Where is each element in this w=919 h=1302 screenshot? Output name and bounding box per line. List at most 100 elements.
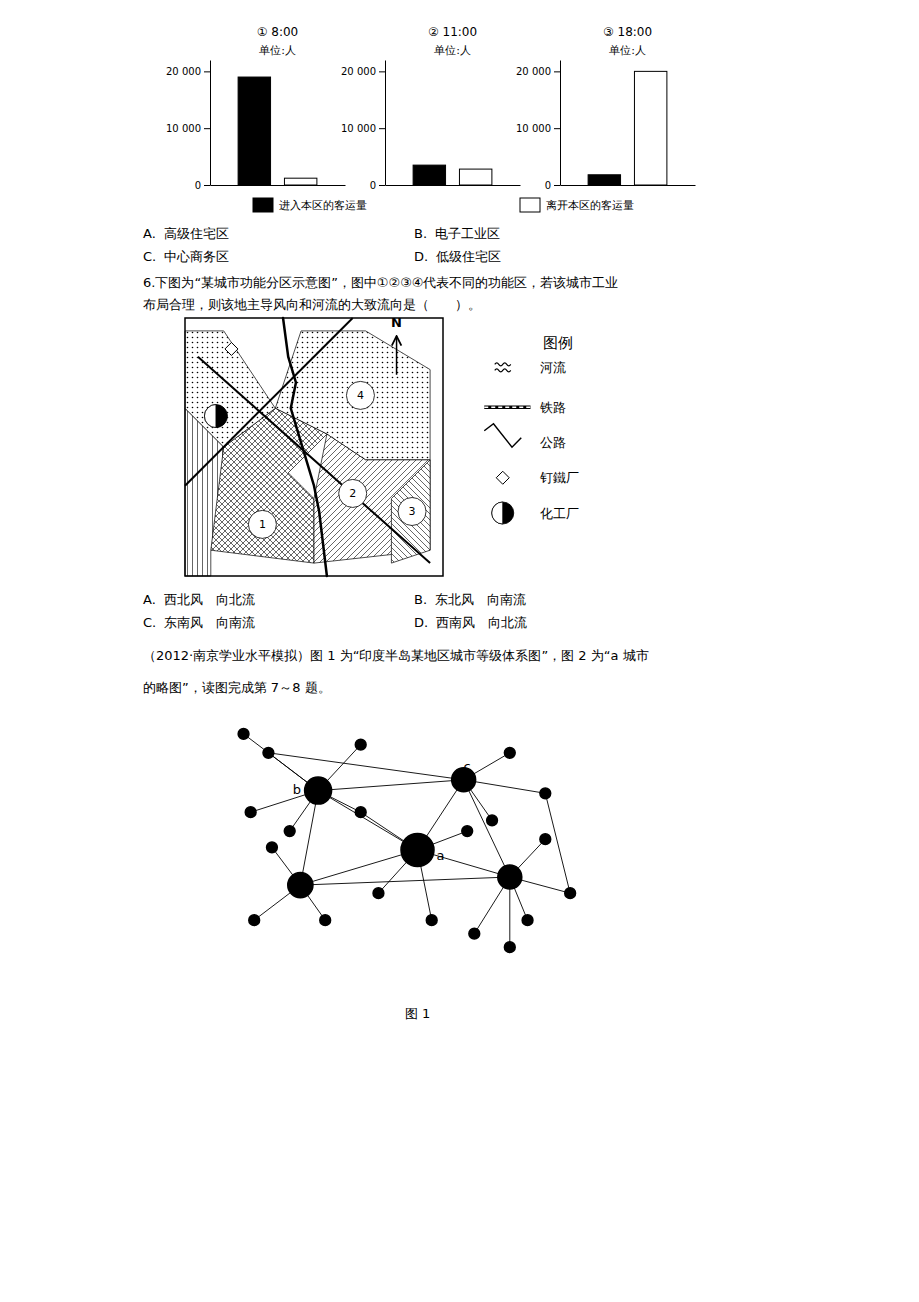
chem-factory-symbol [492, 502, 514, 524]
bar-chart: 0 10 000 20 000 ① 8:00 单位:人 [166, 25, 346, 191]
tick-label: 0 [195, 180, 201, 191]
bar-chart: 010 00020 000② 11:00单位:人 [341, 25, 521, 191]
map-border [185, 318, 443, 576]
chart-subtitle: 单位:人 [609, 44, 646, 57]
bar [284, 178, 316, 185]
small-city [565, 888, 576, 899]
x-axis-line [211, 185, 346, 186]
chart-subtitle: 单位:人 [259, 44, 296, 57]
node-label: a [437, 848, 445, 863]
y-axis-line [385, 61, 386, 186]
major-city [498, 865, 522, 889]
zone [314, 434, 430, 563]
small-city [487, 815, 498, 826]
small-city [504, 942, 515, 953]
tick-mark [204, 128, 210, 129]
bar [459, 169, 491, 185]
tick-label: 20 000 [341, 66, 376, 77]
tick-label: 10 000 [166, 123, 201, 134]
y-axis-line [210, 61, 211, 186]
figure-label: 图 1 [405, 1006, 430, 1021]
bar [238, 77, 270, 185]
question-option: D. 西南风 向北流 [414, 615, 527, 630]
legend-label: 进入本区的客运量 [279, 199, 367, 212]
y-axis: 010 00020 000 [341, 61, 386, 191]
tick-mark [379, 71, 385, 72]
small-city [284, 826, 295, 837]
question-text: （2012·南京学业水平模拟）图 1 为“印度半岛某地区城市等级体系图”，图 2… [143, 648, 649, 663]
question-option: A. 高级住宅区 [143, 226, 229, 241]
zone-label-circle [398, 498, 426, 526]
tick-label: 10 000 [516, 123, 551, 134]
y-tick: 20 000 [341, 66, 385, 77]
small-city [462, 826, 473, 837]
small-city [540, 834, 551, 845]
bar-chart: 010 00020 000③ 18:00单位:人 [516, 25, 696, 191]
small-city [238, 729, 249, 740]
zone-label: 2 [349, 487, 356, 500]
y-axis: 0 10 000 20 000 [166, 61, 211, 191]
legend-river-symbol [495, 369, 511, 372]
chem-factory-half [492, 502, 503, 524]
small-city [263, 747, 274, 758]
tick-label: 10 000 [341, 123, 376, 134]
question-option: D. 低级住宅区 [414, 249, 501, 264]
zone-map: 1234N [185, 315, 443, 576]
question-text: 的略图”，读图完成第 7～8 题。 [143, 680, 331, 695]
small-city [469, 928, 480, 939]
major-city [288, 873, 313, 898]
question-text: 布局合理，则该地主导风向和河流的大致流向是（ ）。 [143, 297, 481, 312]
zone-label: 1 [259, 518, 266, 531]
tick-mark [204, 71, 210, 72]
small-city [355, 739, 366, 750]
zone-label-circle [346, 381, 374, 409]
tick-label: 20 000 [166, 66, 201, 77]
small-city [504, 747, 515, 758]
legend-label: 钉鐵厂 [539, 470, 579, 485]
road [198, 357, 430, 563]
north-arrow [396, 336, 398, 375]
y-tick: 10 000 [341, 123, 385, 134]
y-axis: 010 00020 000 [516, 61, 561, 191]
legend-title: 图例 [543, 334, 573, 352]
x-axis [561, 185, 696, 186]
network-edge [300, 877, 509, 885]
x-axis [386, 185, 521, 186]
legend-rail-symbol [484, 406, 530, 410]
chart-title: ① 8:00 [257, 25, 299, 39]
small-city [320, 915, 331, 926]
small-city [522, 915, 533, 926]
node-label: b [293, 782, 301, 797]
small-city [373, 888, 384, 899]
network-edge [300, 850, 417, 885]
legend-river-symbol [495, 363, 511, 366]
plot-area [588, 71, 667, 185]
page: 010 00020 000① 8:00单位:人进入本区的客运量离开本区的客运量A… [0, 0, 919, 1302]
x-axis-line [386, 185, 521, 186]
question-option: A. 西北风 向北流 [143, 592, 255, 607]
y-tick: 20 000 [166, 66, 210, 77]
tick-mark [379, 185, 385, 186]
small-city [355, 807, 366, 818]
chem-factory-symbol [204, 405, 227, 428]
bar [634, 71, 666, 185]
tick-mark [554, 185, 560, 186]
question-text: 6.下图为“某城市功能分区示意图”，图中①②③④代表不同的功能区，若该城市工业 [143, 275, 619, 290]
tick-mark [554, 128, 560, 129]
small-city [426, 915, 437, 926]
city-network: bca [238, 729, 575, 953]
network-edge [268, 753, 463, 780]
legend-label: 化工厂 [540, 506, 579, 521]
legend-label: 河流 [540, 360, 566, 375]
question-option: C. 中心商务区 [143, 249, 229, 264]
x-axis-line [561, 185, 696, 186]
bar [413, 165, 445, 185]
road [185, 318, 353, 486]
legend-swatch [520, 198, 540, 212]
major-city [305, 777, 332, 804]
network-edge [300, 791, 318, 886]
zone-label: 3 [409, 505, 416, 518]
legend-road-symbol [484, 424, 521, 448]
question-option: B. 电子工业区 [414, 226, 500, 241]
small-city [540, 788, 551, 799]
